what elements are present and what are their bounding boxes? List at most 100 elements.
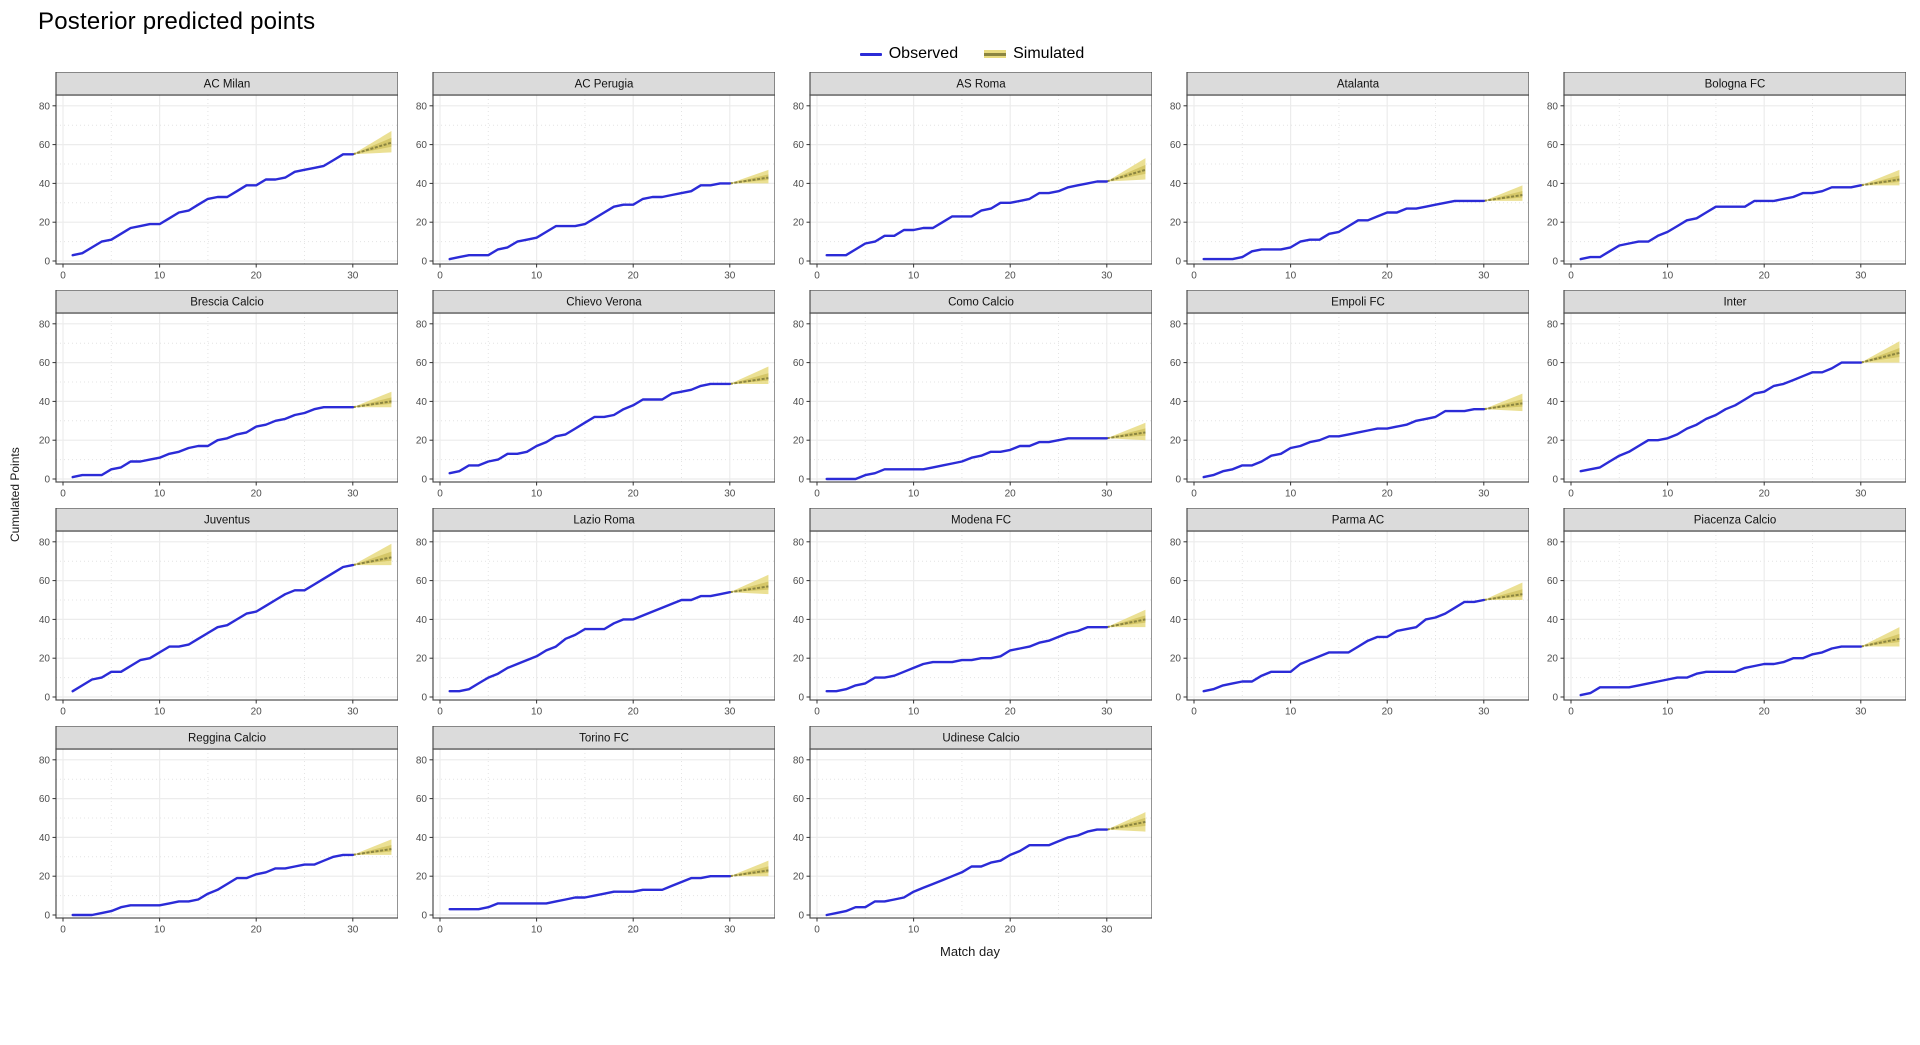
panel-bg (1564, 95, 1906, 264)
y-tick-label: 0 (44, 911, 50, 922)
observed-line (1202, 199, 1485, 261)
x-tick-label: 0 (1191, 271, 1197, 282)
y-tick-label: 0 (44, 257, 50, 268)
legend: Observed Simulated (30, 38, 1914, 70)
x-tick-label: 30 (347, 489, 359, 500)
facet-strip-label: AC Perugia (575, 79, 634, 91)
facet-udinese-calcio: Udinese Calcio 0 20 40 60 80 0 10 20 30 (793, 726, 1152, 936)
y-tick-label: 0 (1552, 257, 1558, 268)
y-tick-label: 40 (793, 179, 805, 190)
facet-row: Brescia Calcio 0 20 40 60 80 0 10 20 30 Chievo Ver… (30, 290, 1914, 504)
y-tick-label: 40 (416, 179, 428, 190)
y-tick-label: 60 (1170, 358, 1182, 369)
facet-container: AC Milan 0 20 40 60 80 0 10 20 30 AC Perugia 0 20 40 6… (30, 72, 1914, 940)
x-tick-label: 10 (154, 925, 166, 936)
facet-strip-label: Inter (1723, 297, 1746, 309)
simulated-median-line (352, 848, 392, 856)
x-tick-label: 0 (814, 707, 820, 718)
simulated-inner-band (729, 174, 769, 184)
y-tick-label: 0 (1175, 475, 1181, 486)
facet-piacenza-calcio: Piacenza Calcio 0 20 40 60 80 0 10 20 30 (1547, 508, 1906, 718)
y-tick-label: 20 (1170, 436, 1182, 447)
facet-strip (1186, 290, 1529, 314)
x-tick-label: 10 (1285, 489, 1297, 500)
y-tick-label: 60 (416, 140, 428, 151)
facet-strip-label: AC Milan (204, 79, 251, 91)
x-tick-label: 0 (60, 707, 66, 718)
simulated-inner-band (1860, 348, 1900, 363)
y-tick-label: 40 (1547, 179, 1559, 190)
legend-label-simulated: Simulated (1013, 45, 1085, 62)
facet-bologna-fc: Bologna FC 0 20 40 60 80 0 10 20 30 (1547, 72, 1906, 282)
facet-grid: Cumulated Points AC Milan 0 20 40 60 80 0 10 20 3… (8, 72, 1914, 959)
observed-line (71, 405, 354, 479)
legend-item-simulated: Simulated (984, 45, 1084, 63)
y-tick-label: 20 (793, 436, 805, 447)
y-tick-label: 60 (1547, 576, 1559, 587)
x-tick-label: 20 (628, 925, 640, 936)
x-tick-label: 0 (437, 489, 443, 500)
y-tick-label: 40 (1547, 397, 1559, 408)
panel-bg (433, 749, 775, 918)
x-tick-label: 20 (1382, 271, 1394, 282)
observed-line (71, 153, 354, 257)
x-tick-label: 30 (1855, 271, 1867, 282)
x-tick-label: 10 (1285, 707, 1297, 718)
y-tick-label: 80 (1170, 319, 1182, 330)
y-tick-label: 60 (1547, 140, 1559, 151)
facet-strip (1563, 290, 1906, 314)
x-tick-label: 0 (60, 489, 66, 500)
y-tick-label: 60 (1170, 140, 1182, 151)
y-tick-label: 40 (416, 833, 428, 844)
simulated-inner-band (352, 137, 392, 155)
y-tick-label: 20 (1547, 218, 1559, 229)
y-tick-label: 80 (1170, 101, 1182, 112)
x-tick-label: 30 (1478, 707, 1490, 718)
simulated-median-line (1106, 168, 1146, 183)
y-tick-label: 40 (1170, 179, 1182, 190)
simulated-median-line (352, 400, 392, 409)
panel-bg (1187, 531, 1529, 700)
x-tick-label: 10 (908, 489, 920, 500)
x-tick-label: 10 (531, 489, 543, 500)
facet-row: Juventus 0 20 40 60 80 0 10 20 30 Lazio Roma 0 20 40 6… (30, 508, 1914, 722)
facet-strip (809, 508, 1152, 532)
facet-ac-perugia: AC Perugia 0 20 40 60 80 0 10 20 30 (416, 72, 775, 282)
facet-strip (55, 726, 398, 750)
facet-como-calcio: Como Calcio 0 20 40 60 80 0 10 20 30 (793, 290, 1152, 500)
x-tick-label: 0 (60, 271, 66, 282)
simulated-inner-band (729, 581, 769, 593)
y-tick-label: 0 (1175, 693, 1181, 704)
x-tick-label: 20 (628, 707, 640, 718)
facet-strip-label: Como Calcio (948, 297, 1014, 309)
facet-empoli-fc: Empoli FC 0 20 40 60 80 0 10 20 30 (1170, 290, 1529, 500)
x-tick-label: 30 (1101, 271, 1113, 282)
y-tick-label: 80 (416, 755, 428, 766)
x-tick-label: 20 (1005, 925, 1017, 936)
y-tick-label: 0 (1175, 257, 1181, 268)
y-tick-label: 20 (416, 872, 428, 883)
x-tick-label: 10 (531, 271, 543, 282)
facet-strip-label: Chievo Verona (566, 297, 642, 309)
simulated-inner-band (352, 551, 392, 566)
y-tick-label: 40 (39, 833, 51, 844)
facet-strip-label: Udinese Calcio (942, 733, 1019, 745)
x-tick-label: 0 (814, 489, 820, 500)
y-tick-label: 60 (1547, 358, 1559, 369)
facet-parma-ac: Parma AC 0 20 40 60 80 0 10 20 30 (1170, 508, 1529, 718)
facet-strip (432, 726, 775, 750)
facet-strip (809, 72, 1152, 96)
y-tick-label: 60 (793, 794, 805, 805)
facet-strip (1563, 508, 1906, 532)
y-tick-label: 60 (416, 358, 428, 369)
panel-bg (1564, 313, 1906, 482)
panel-bg (810, 313, 1152, 482)
x-tick-label: 0 (437, 707, 443, 718)
y-tick-label: 40 (793, 397, 805, 408)
x-tick-label: 20 (1382, 489, 1394, 500)
y-tick-label: 20 (416, 218, 428, 229)
x-tick-label: 10 (908, 925, 920, 936)
y-tick-label: 0 (798, 475, 804, 486)
facet-strip-label: Piacenza Calcio (1694, 515, 1776, 527)
observed-line (448, 590, 731, 693)
